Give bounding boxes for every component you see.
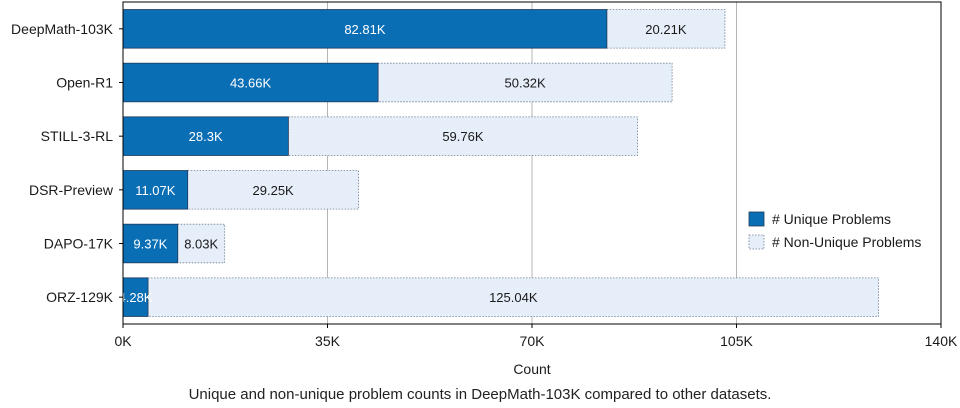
x-tick-label-4: 140K	[925, 333, 958, 349]
x-tick-label-1: 35K	[315, 333, 341, 349]
bar-nonunique-5	[147, 277, 879, 317]
y-tick-label-1: Open-R1	[56, 75, 113, 91]
data-label-unique-4: 9.37K	[133, 237, 167, 252]
data-label-nonunique-1: 50.32K	[505, 76, 547, 91]
legend-swatch-unique	[748, 211, 765, 227]
y-tick-label-4: DAPO-17K	[44, 236, 114, 252]
data-label-unique-0: 82.81K	[344, 22, 386, 37]
data-label-nonunique-0: 20.21K	[645, 22, 687, 37]
data-label-unique-2: 28.3K	[189, 129, 223, 144]
bar-nonunique-2	[287, 116, 638, 156]
data-label-nonunique-4: 8.03K	[184, 237, 218, 252]
bar-unique-2	[122, 116, 289, 156]
stacked-bar-chart: 82.81K 20.21K DeepMath-103K 43.66K 50.32K Ope…	[11, 1, 958, 377]
bar-nonunique-4	[177, 223, 226, 264]
bar-nonunique-0	[606, 9, 726, 49]
data-label-nonunique-5: 125.04K	[489, 290, 538, 305]
y-tick-label-2: STILL-3-RL	[41, 128, 114, 144]
legend-swatch-nonunique	[748, 234, 765, 250]
data-label-nonunique-3: 29.25K	[253, 183, 295, 198]
legend-label-unique: # Unique Problems	[772, 211, 891, 227]
y-tick-label-0: DeepMath-103K	[11, 21, 114, 37]
bar-nonunique-1	[377, 62, 673, 103]
figure-caption: Unique and non-unique problem counts in …	[188, 386, 772, 403]
legend-label-nonunique: # Non-Unique Problems	[772, 234, 921, 250]
data-label-nonunique-2: 59.76K	[442, 129, 484, 144]
data-label-unique-5: 4.28K	[119, 290, 153, 305]
x-tick-label-2: 70K	[520, 333, 546, 349]
x-tick-label-0: 0K	[114, 333, 132, 349]
y-tick-label-5: ORZ-129K	[46, 289, 114, 305]
x-axis-label: Count	[513, 361, 550, 377]
bar-unique-5	[122, 277, 149, 317]
y-tick-label-3: DSR-Preview	[29, 182, 114, 198]
data-label-unique-1: 43.66K	[230, 76, 272, 91]
data-label-unique-3: 11.07K	[135, 183, 176, 198]
x-tick-label-3: 105K	[720, 333, 753, 349]
bar-unique-4	[122, 223, 179, 264]
